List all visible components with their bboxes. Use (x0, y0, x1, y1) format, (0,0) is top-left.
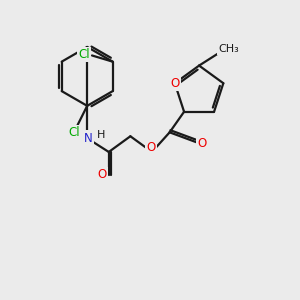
Text: Cl: Cl (69, 127, 80, 140)
Text: CH₃: CH₃ (218, 44, 239, 54)
Text: Cl: Cl (78, 48, 90, 61)
Text: O: O (146, 141, 156, 154)
Text: N: N (84, 132, 92, 145)
Text: O: O (197, 136, 207, 150)
Text: O: O (170, 77, 179, 90)
Text: H: H (97, 130, 105, 140)
Text: O: O (97, 168, 106, 181)
